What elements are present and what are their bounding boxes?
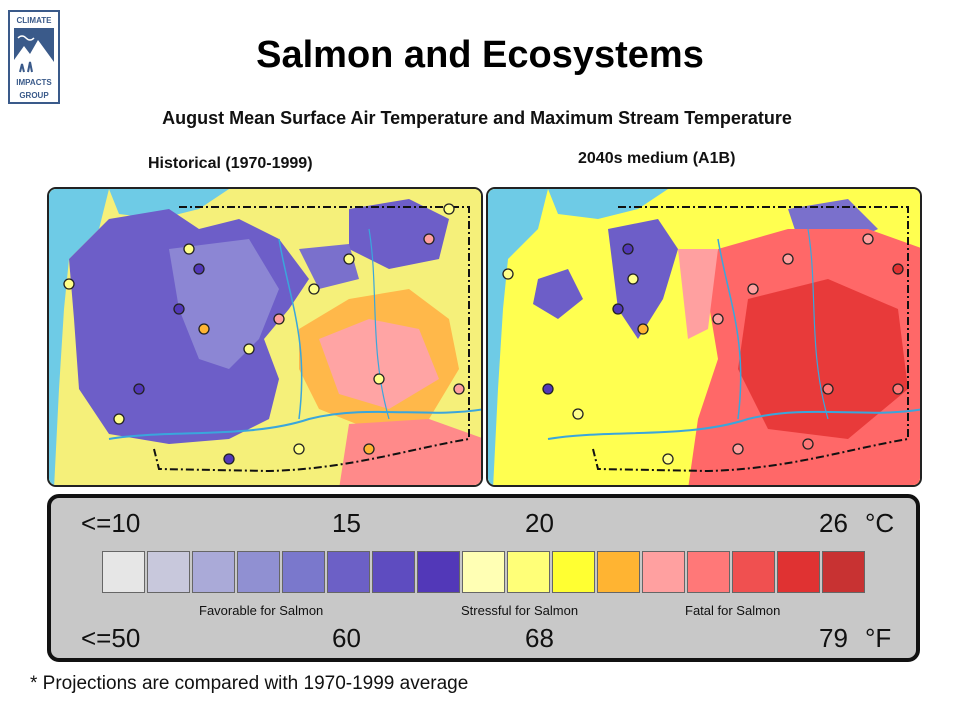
- page-title: Salmon and Ecosystems: [256, 34, 704, 76]
- climate-impacts-group-logo: CLIMATE IMPACTS GROUP: [8, 10, 60, 104]
- color-swatch-12: [642, 551, 685, 593]
- footnote: * Projections are compared with 1970-199…: [30, 673, 469, 694]
- color-swatch-14: [732, 551, 775, 593]
- svg-text:GROUP: GROUP: [19, 91, 49, 100]
- color-swatch-10: [552, 551, 595, 593]
- category-fatal: Fatal for Salmon: [685, 603, 781, 618]
- historical-temperature-map: [47, 187, 483, 487]
- fahrenheit-tick-68: 68: [525, 623, 554, 653]
- color-swatch-1: [147, 551, 190, 593]
- temperature-legend: <=10 15 20 26 °C Favorable for Salmon St…: [47, 494, 920, 662]
- projection-temperature-map: [486, 187, 922, 487]
- color-swatch-5: [327, 551, 370, 593]
- fahrenheit-unit: °F: [865, 623, 892, 653]
- color-swatch-2: [192, 551, 235, 593]
- fahrenheit-tick-60: 60: [332, 623, 361, 653]
- color-swatch-16: [822, 551, 865, 593]
- category-stressful: Stressful for Salmon: [461, 603, 579, 618]
- page-subtitle: August Mean Surface Air Temperature and …: [162, 108, 792, 128]
- color-swatch-3: [237, 551, 280, 593]
- svg-text:IMPACTS: IMPACTS: [16, 78, 52, 87]
- svg-text:CLIMATE: CLIMATE: [17, 16, 53, 25]
- color-swatch-6: [372, 551, 415, 593]
- fahrenheit-tick-min: <=50: [81, 623, 141, 653]
- color-swatch-4: [282, 551, 325, 593]
- color-swatch-9: [507, 551, 550, 593]
- color-swatch-13: [687, 551, 730, 593]
- celsius-tick-15: 15: [332, 508, 361, 538]
- color-scale: [102, 551, 867, 593]
- fahrenheit-tick-79: 79: [819, 623, 848, 653]
- color-swatch-0: [102, 551, 145, 593]
- celsius-unit: °C: [865, 508, 895, 538]
- color-swatch-11: [597, 551, 640, 593]
- celsius-tick-min: <=10: [81, 508, 141, 538]
- celsius-tick-20: 20: [525, 508, 554, 538]
- color-swatch-15: [777, 551, 820, 593]
- category-favorable: Favorable for Salmon: [199, 603, 324, 618]
- color-swatch-7: [417, 551, 460, 593]
- historical-map-label: Historical (1970-1999): [148, 155, 313, 172]
- projection-map-label: 2040s medium (A1B): [578, 150, 736, 167]
- color-swatch-8: [462, 551, 505, 593]
- celsius-tick-26: 26: [819, 508, 848, 538]
